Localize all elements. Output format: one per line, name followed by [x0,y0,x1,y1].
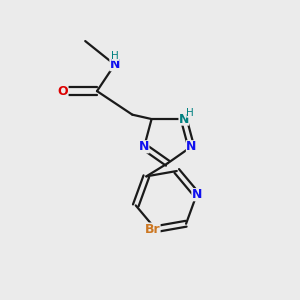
Text: N: N [110,58,120,71]
Text: N: N [191,188,202,201]
Text: Br: Br [145,223,161,236]
Text: N: N [186,140,196,153]
Text: H: H [186,108,194,118]
Text: O: O [58,85,68,98]
Text: N: N [139,140,149,153]
Text: H: H [111,51,119,61]
Text: N: N [178,112,189,125]
